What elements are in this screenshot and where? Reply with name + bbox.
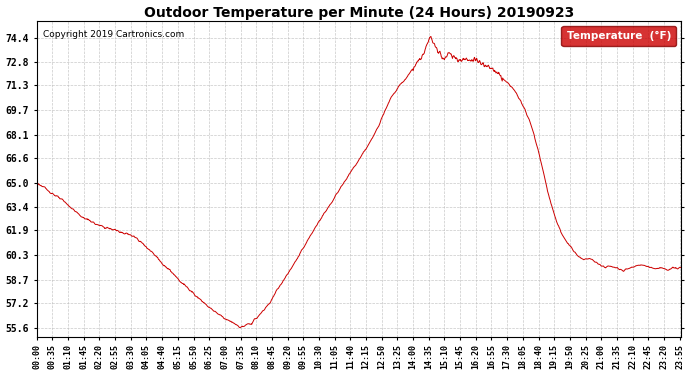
- Text: Copyright 2019 Cartronics.com: Copyright 2019 Cartronics.com: [43, 30, 184, 39]
- Legend: Temperature  (°F): Temperature (°F): [562, 26, 676, 46]
- Title: Outdoor Temperature per Minute (24 Hours) 20190923: Outdoor Temperature per Minute (24 Hours…: [144, 6, 574, 20]
